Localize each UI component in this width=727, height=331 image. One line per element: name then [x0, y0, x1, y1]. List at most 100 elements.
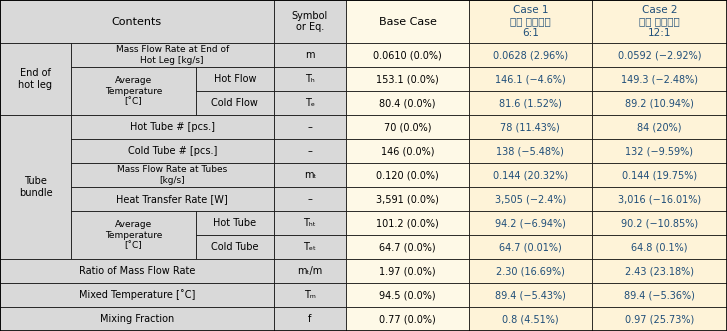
Bar — [273, 259, 346, 283]
Text: 3,591 (0.0%): 3,591 (0.0%) — [376, 194, 439, 204]
Bar — [71, 187, 273, 211]
Bar — [592, 211, 727, 235]
Bar — [592, 187, 727, 211]
Text: 0.144 (19.75%): 0.144 (19.75%) — [622, 170, 697, 180]
Bar — [346, 0, 469, 43]
Bar — [273, 187, 346, 211]
Text: Heat Transfer Rate [W]: Heat Transfer Rate [W] — [116, 194, 228, 204]
Text: Tₕ: Tₕ — [305, 74, 315, 84]
Bar — [469, 259, 592, 283]
Bar — [469, 163, 592, 187]
Text: Tₑₜ: Tₑₜ — [303, 242, 316, 252]
Text: 64.7 (0.01%): 64.7 (0.01%) — [499, 242, 562, 252]
Bar — [592, 91, 727, 115]
Bar — [469, 115, 592, 139]
Text: Symbol
or Eq.: Symbol or Eq. — [292, 11, 328, 32]
Text: Case 1
흘브 간략화을
6:1: Case 1 흘브 간략화을 6:1 — [510, 5, 550, 38]
Text: Contents: Contents — [112, 17, 162, 26]
Text: 149.3 (−2.48%): 149.3 (−2.48%) — [621, 74, 698, 84]
Bar — [71, 67, 196, 115]
Bar — [346, 211, 469, 235]
Text: 132 (−9.59%): 132 (−9.59%) — [625, 146, 694, 156]
Bar — [196, 91, 273, 115]
Bar — [346, 259, 469, 283]
Bar — [346, 115, 469, 139]
Bar — [592, 235, 727, 259]
Text: 70 (0.0%): 70 (0.0%) — [384, 122, 431, 132]
Bar — [592, 43, 727, 67]
Text: 89.4 (−5.43%): 89.4 (−5.43%) — [495, 290, 566, 300]
Text: 80.4 (0.0%): 80.4 (0.0%) — [379, 98, 435, 108]
Bar — [469, 67, 592, 91]
Text: 0.8 (4.51%): 0.8 (4.51%) — [502, 314, 558, 324]
Text: Tₘ: Tₘ — [304, 290, 316, 300]
Bar — [346, 163, 469, 187]
Text: 0.0592 (−2.92%): 0.0592 (−2.92%) — [617, 50, 701, 60]
Bar — [71, 115, 273, 139]
Bar — [273, 0, 346, 43]
Text: 101.2 (0.0%): 101.2 (0.0%) — [376, 218, 439, 228]
Bar — [0, 307, 273, 331]
Text: 64.8 (0.1%): 64.8 (0.1%) — [631, 242, 688, 252]
Bar — [592, 67, 727, 91]
Bar — [469, 139, 592, 163]
Text: 78 (11.43%): 78 (11.43%) — [500, 122, 560, 132]
Bar — [273, 139, 346, 163]
Text: Cold Tube: Cold Tube — [211, 242, 259, 252]
Text: 94.5 (0.0%): 94.5 (0.0%) — [379, 290, 436, 300]
Bar — [469, 235, 592, 259]
Text: 146.1 (−4.6%): 146.1 (−4.6%) — [495, 74, 566, 84]
Bar — [346, 235, 469, 259]
Text: Tₕₜ: Tₕₜ — [303, 218, 316, 228]
Text: 0.120 (0.0%): 0.120 (0.0%) — [376, 170, 439, 180]
Text: Mixing Fraction: Mixing Fraction — [100, 314, 174, 324]
Text: 0.97 (25.73%): 0.97 (25.73%) — [624, 314, 694, 324]
Text: End of
hot leg: End of hot leg — [18, 69, 52, 90]
Bar — [592, 163, 727, 187]
Bar — [346, 43, 469, 67]
Bar — [196, 67, 273, 91]
Bar — [273, 235, 346, 259]
Text: 2.30 (16.69%): 2.30 (16.69%) — [496, 266, 565, 276]
Text: Cold Tube # [pcs.]: Cold Tube # [pcs.] — [127, 146, 217, 156]
Text: Average
Temperature
[˚C]: Average Temperature [˚C] — [105, 76, 162, 106]
Text: Tₑ: Tₑ — [305, 98, 315, 108]
Text: Case 2
흘브 간략화을
12:1: Case 2 흘브 간략화을 12:1 — [639, 5, 680, 38]
Bar — [0, 259, 273, 283]
Bar — [592, 307, 727, 331]
Text: Tube
bundle: Tube bundle — [19, 176, 52, 198]
Bar — [71, 163, 273, 187]
Text: 138 (−5.48%): 138 (−5.48%) — [497, 146, 564, 156]
Text: Hot Tube # [pcs.]: Hot Tube # [pcs.] — [129, 122, 214, 132]
Bar — [71, 43, 273, 67]
Bar — [346, 139, 469, 163]
Bar — [196, 235, 273, 259]
Text: Mass Flow Rate at End of
Hot Leg [kg/s]: Mass Flow Rate at End of Hot Leg [kg/s] — [116, 45, 229, 65]
Bar — [469, 283, 592, 307]
Text: 2.43 (23.18%): 2.43 (23.18%) — [624, 266, 694, 276]
Bar — [346, 67, 469, 91]
Bar — [0, 283, 273, 307]
Text: 89.2 (10.94%): 89.2 (10.94%) — [625, 98, 694, 108]
Bar — [0, 115, 71, 259]
Text: Ratio of Mass Flow Rate: Ratio of Mass Flow Rate — [79, 266, 195, 276]
Text: mₜ/m: mₜ/m — [297, 266, 323, 276]
Text: Average
Temperature
[˚C]: Average Temperature [˚C] — [105, 220, 162, 250]
Bar — [592, 139, 727, 163]
Text: f: f — [308, 314, 312, 324]
Bar — [592, 0, 727, 43]
Text: Hot Flow: Hot Flow — [214, 74, 256, 84]
Text: 0.0628 (2.96%): 0.0628 (2.96%) — [493, 50, 568, 60]
Bar — [273, 43, 346, 67]
Bar — [592, 115, 727, 139]
Bar — [469, 307, 592, 331]
Bar — [346, 283, 469, 307]
Text: 146 (0.0%): 146 (0.0%) — [381, 146, 434, 156]
Bar — [592, 283, 727, 307]
Bar — [273, 283, 346, 307]
Bar — [469, 211, 592, 235]
Text: 89.4 (−5.36%): 89.4 (−5.36%) — [624, 290, 695, 300]
Bar — [346, 91, 469, 115]
Bar — [469, 43, 592, 67]
Text: 3,505 (−2.4%): 3,505 (−2.4%) — [494, 194, 566, 204]
